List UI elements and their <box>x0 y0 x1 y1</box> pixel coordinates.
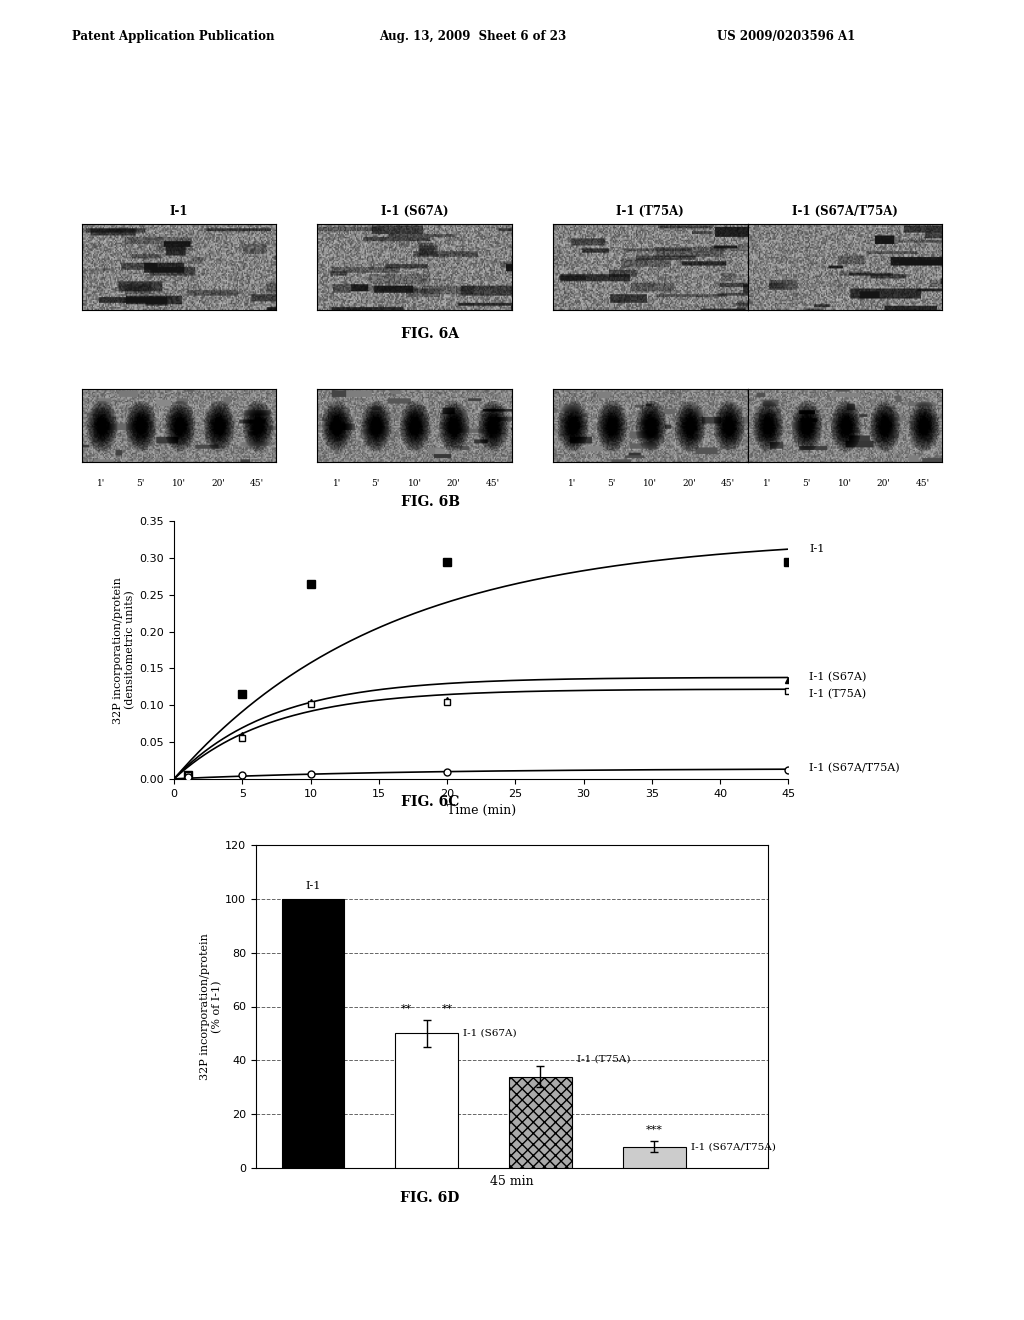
Text: 1': 1' <box>333 479 341 488</box>
Text: 45': 45' <box>915 479 930 488</box>
Text: **: ** <box>441 1005 453 1014</box>
Text: I-1 (S67A/T75A): I-1 (S67A/T75A) <box>809 763 900 774</box>
Text: Patent Application Publication: Patent Application Publication <box>72 30 274 44</box>
Text: **: ** <box>400 1005 412 1014</box>
Bar <box>282 899 344 1168</box>
Text: 20': 20' <box>877 479 891 488</box>
Text: 1': 1' <box>568 479 577 488</box>
Y-axis label: 32P incorporation/protein
(densitometric units): 32P incorporation/protein (densitometric… <box>114 577 135 723</box>
Text: ***: *** <box>646 1125 663 1135</box>
Text: 5': 5' <box>607 479 615 488</box>
X-axis label: 45 min: 45 min <box>490 1175 534 1188</box>
Text: I-1 (S67A/T75A): I-1 (S67A/T75A) <box>792 205 898 218</box>
Text: I-1 (T75A): I-1 (T75A) <box>616 205 684 218</box>
Bar <box>395 1034 458 1168</box>
Text: 20': 20' <box>682 479 696 488</box>
Text: FIG. 6A: FIG. 6A <box>401 327 459 342</box>
Text: 20': 20' <box>211 479 225 488</box>
Text: FIG. 6C: FIG. 6C <box>400 795 460 809</box>
Text: 45': 45' <box>250 479 264 488</box>
Text: I-1 (S67A): I-1 (S67A) <box>381 205 449 218</box>
Text: Aug. 13, 2009  Sheet 6 of 23: Aug. 13, 2009 Sheet 6 of 23 <box>379 30 566 44</box>
Text: I-1: I-1 <box>305 880 321 891</box>
Bar <box>623 1147 685 1168</box>
Text: 10': 10' <box>408 479 422 488</box>
Text: I-1: I-1 <box>170 205 188 218</box>
Text: 45': 45' <box>485 479 500 488</box>
Text: I-1 (S67A): I-1 (S67A) <box>809 672 866 682</box>
Bar <box>509 1077 571 1168</box>
Text: 5': 5' <box>372 479 380 488</box>
Text: 10': 10' <box>643 479 657 488</box>
Text: I-1: I-1 <box>809 544 824 554</box>
Text: I-1 (S67A/T75A): I-1 (S67A/T75A) <box>690 1142 775 1151</box>
Text: 10': 10' <box>838 479 852 488</box>
Text: I-1 (S67A): I-1 (S67A) <box>463 1030 517 1038</box>
Text: 1': 1' <box>97 479 105 488</box>
Text: 5': 5' <box>136 479 144 488</box>
Text: 20': 20' <box>446 479 461 488</box>
Text: 5': 5' <box>802 479 810 488</box>
Text: 10': 10' <box>172 479 186 488</box>
X-axis label: Time (min): Time (min) <box>446 804 516 817</box>
Text: 1': 1' <box>763 479 771 488</box>
Text: I-1 (T75A): I-1 (T75A) <box>577 1055 631 1063</box>
Text: I-1 (T75A): I-1 (T75A) <box>809 689 866 700</box>
Y-axis label: 32P incorporation/protein
(% of I-1): 32P incorporation/protein (% of I-1) <box>201 933 222 1080</box>
Text: US 2009/0203596 A1: US 2009/0203596 A1 <box>717 30 855 44</box>
Text: 45': 45' <box>721 479 735 488</box>
Text: FIG. 6B: FIG. 6B <box>400 495 460 510</box>
Text: FIG. 6D: FIG. 6D <box>400 1191 460 1205</box>
